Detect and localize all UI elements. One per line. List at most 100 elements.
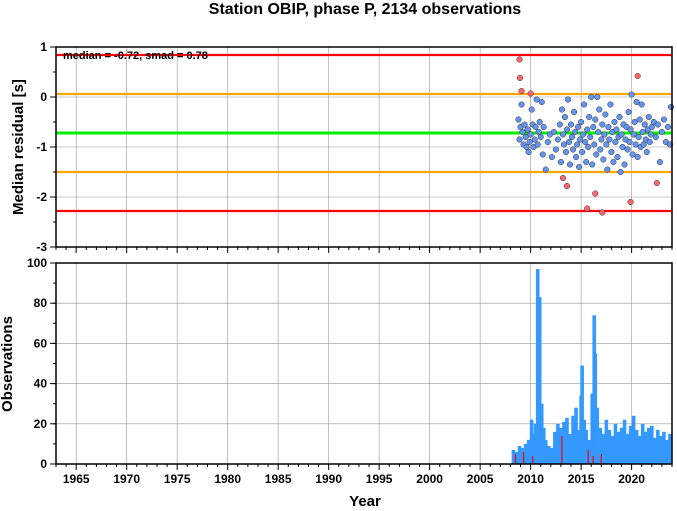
- residual-point: [548, 153, 555, 161]
- top-y-tick-label: -1: [36, 140, 47, 154]
- residual-point: [540, 123, 547, 131]
- observation-bar: [532, 455, 534, 464]
- residual-point: [619, 143, 626, 151]
- observation-bar: [533, 423, 538, 464]
- residual-point: [621, 161, 628, 168]
- residual-point: [590, 123, 597, 131]
- residual-point: [527, 90, 534, 97]
- residual-point: [658, 128, 665, 136]
- top-y-ticks: 1 0 -1 -2 -3: [36, 40, 56, 254]
- observation-bar: [529, 419, 534, 464]
- x-tick-label: 1970: [113, 472, 140, 486]
- residual-point: [601, 131, 608, 138]
- residual-point: [633, 98, 640, 106]
- residual-point: [569, 146, 577, 153]
- observation-bar: [584, 429, 588, 464]
- residual-point: [618, 131, 625, 138]
- residual-point: [518, 87, 525, 95]
- x-tick-label: 2015: [568, 472, 595, 486]
- observation-bar: [556, 423, 560, 464]
- residual-point: [638, 101, 645, 108]
- top-y-tick-label: -2: [36, 190, 47, 204]
- observation-bar: [574, 407, 578, 464]
- observation-bar: [656, 429, 660, 464]
- observation-bar: [619, 427, 624, 464]
- observation-bar: [610, 435, 615, 464]
- residual-point: [627, 198, 634, 206]
- observation-bar: [543, 439, 548, 464]
- observation-bar: [582, 419, 586, 464]
- residual-point: [604, 166, 611, 173]
- residual-point: [632, 141, 639, 148]
- x-tick-label: 1965: [63, 472, 90, 486]
- residual-point: [561, 113, 569, 121]
- residual-point: [628, 91, 635, 98]
- observation-bar: [553, 431, 557, 464]
- residual-point: [563, 182, 571, 190]
- residual-point: [616, 113, 623, 121]
- residual-point: [641, 121, 648, 128]
- residual-point: [533, 96, 540, 103]
- residual-point: [583, 158, 590, 166]
- residual-point: [624, 146, 631, 153]
- residual-point: [559, 131, 566, 138]
- residual-point: [537, 133, 544, 141]
- residual-point: [591, 141, 598, 148]
- residual-point: [631, 118, 638, 126]
- residual-point: [595, 128, 602, 136]
- observation-bar: [531, 433, 536, 464]
- observation-bar: [522, 451, 525, 464]
- residual-point: [558, 106, 565, 113]
- residual-point: [656, 158, 663, 166]
- observation-bar: [601, 433, 606, 464]
- residual-point: [559, 174, 566, 182]
- observation-bar: [526, 439, 531, 464]
- bottom-panel: 100 80 60 40 20 0 1965 1970 1975 1980 1985 1990 199…: [0, 256, 673, 510]
- residual-point: [527, 131, 534, 138]
- bottom-y-tick-label: 40: [34, 377, 48, 391]
- residual-point: [577, 136, 584, 143]
- residual-point: [550, 128, 557, 136]
- observation-bar: [577, 429, 581, 464]
- bottom-y-tick-label: 20: [34, 417, 48, 431]
- bottom-y-tick-label: 60: [34, 336, 48, 350]
- bottom-y-axis-label: Observations: [0, 316, 16, 412]
- observation-bar: [643, 431, 648, 464]
- residual-point: [588, 93, 595, 101]
- top-panel: 1 0 -1 -2 -3 median = -0.72, smad = 0.78 Med…: [10, 40, 675, 254]
- observation-bar: [539, 403, 544, 464]
- observation-bar: [668, 433, 672, 464]
- observation-bar: [520, 447, 525, 464]
- residual-point: [647, 131, 654, 138]
- residual-point: [608, 148, 615, 156]
- bottom-y-ticks: 100 80 60 40 20 0: [27, 256, 56, 471]
- observation-bar: [550, 447, 554, 464]
- observation-bar: [631, 415, 636, 464]
- x-tick-label: 2000: [416, 472, 443, 486]
- residual-point: [556, 121, 563, 128]
- bottom-y-tick-label: 0: [40, 457, 47, 471]
- observation-bar: [662, 431, 666, 464]
- observation-bar: [595, 407, 600, 464]
- reference-lines: [56, 53, 672, 213]
- observation-bar: [523, 443, 528, 464]
- residual-point: [613, 126, 620, 133]
- residual-point: [579, 148, 586, 156]
- residual-point: [585, 143, 592, 151]
- residual-point: [584, 126, 591, 133]
- residual-point: [560, 141, 567, 148]
- residual-point: [574, 141, 581, 148]
- x-tick-label: 2005: [467, 472, 494, 486]
- residual-point: [664, 123, 672, 131]
- residual-point: [639, 128, 646, 136]
- residual-point: [516, 74, 524, 82]
- residual-point: [634, 72, 641, 80]
- x-tick-label: 2010: [517, 472, 544, 486]
- residual-point: [521, 121, 528, 128]
- x-tick-label: 1985: [265, 472, 292, 486]
- residual-point: [635, 133, 642, 141]
- residual-point: [645, 113, 652, 121]
- x-ticks: 1965 1970 1975 1980 1985 1990 1995 2000 2005 2010…: [55, 464, 673, 486]
- observation-bar: [537, 297, 542, 464]
- residual-point: [607, 101, 614, 108]
